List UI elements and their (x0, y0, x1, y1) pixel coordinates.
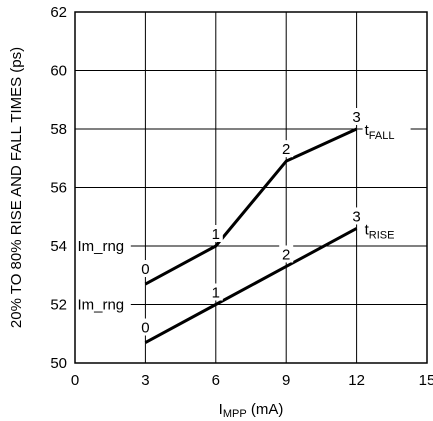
series-group (144, 127, 358, 344)
plot-frame (74, 11, 428, 364)
y-tick-label: 62 (50, 4, 67, 21)
series-line-fall (144, 127, 358, 286)
point-label: 1 (212, 226, 220, 243)
annotation-bg (74, 294, 131, 314)
y-tick-label: 56 (50, 180, 67, 197)
point-label-bg (138, 260, 153, 278)
range-annotation: Im_rng (77, 238, 124, 255)
point-label: 2 (282, 141, 290, 158)
grid (75, 12, 427, 363)
x-tick-label: 3 (141, 372, 149, 389)
y-tick-label: 52 (50, 297, 67, 314)
point-label-bg (279, 245, 294, 263)
y-tick-label: 50 (50, 355, 67, 372)
point-label-bg (208, 283, 223, 301)
point-label: 1 (212, 285, 220, 302)
range-annotation: Im_rng (77, 297, 124, 314)
annotations: 0 1 2 3 tFALL 0 1 2 3 tRISE Im_rng Im_rng (74, 108, 411, 337)
series-label-bg (362, 119, 411, 141)
x-tick-label: 9 (282, 372, 290, 389)
series-label: tFALL (365, 122, 395, 142)
y-tick-label: 60 (50, 63, 67, 80)
point-label: 3 (352, 109, 360, 126)
y-tick-labels: 50 52 54 56 58 60 62 (50, 4, 67, 372)
x-tick-label: 6 (212, 372, 220, 389)
x-tick-label: 12 (348, 372, 365, 389)
point-label-bg (279, 140, 294, 158)
point-label: 3 (352, 208, 360, 225)
annotation-bg (74, 236, 131, 255)
point-label: 0 (141, 261, 149, 278)
series-line-rise (144, 227, 358, 344)
x-tick-labels: 0 3 6 9 12 15 (71, 372, 433, 389)
series-label: tRISE (365, 221, 395, 241)
point-label-bg (349, 207, 364, 225)
y-tick-label: 54 (50, 238, 67, 255)
point-label-bg (138, 318, 153, 336)
point-label-bg (208, 225, 223, 242)
y-axis-title: 20% TO 80% RISE AND FALL TIMES (ps) (8, 47, 25, 328)
point-label-bg (349, 108, 364, 125)
x-axis-title: IMPP (mA) (219, 401, 284, 420)
x-tick-label: 0 (71, 372, 79, 389)
x-tick-label: 15 (419, 372, 433, 389)
series-label-bg (362, 218, 411, 241)
y-tick-label: 58 (50, 121, 67, 138)
point-label: 0 (141, 320, 149, 337)
point-label: 2 (282, 246, 290, 263)
